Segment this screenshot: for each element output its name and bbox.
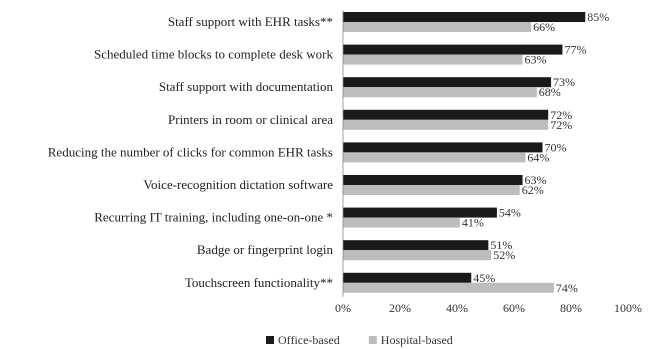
bar-office-based-scheduled-time-blocks-to-complete-desk-work xyxy=(343,44,563,55)
category-label-badge-or-fingerprint-login: Badge or fingerprint login xyxy=(197,242,334,257)
data-label-hospital-based-touchscreen-functionality: 74% xyxy=(556,281,578,295)
labels-layer: Staff support with EHR tasks** 85% 66% Sche… xyxy=(48,10,609,295)
data-label-office-based-staff-support-with-ehr-tasks: 85% xyxy=(587,10,609,24)
bar-hospital-based-voice-recognition-dictation-software xyxy=(343,185,520,195)
data-label-hospital-based-voice-recognition-dictation-software: 62% xyxy=(522,183,544,197)
bar-hospital-based-reducing-the-number-of-clicks-for-common-ehr-tasks xyxy=(343,152,526,163)
bar-office-based-touchscreen-functionality xyxy=(343,272,472,283)
legend-swatch-hospital-based xyxy=(368,336,377,344)
bar-office-based-voice-recognition-dictation-software xyxy=(343,175,523,185)
data-label-office-based-touchscreen-functionality: 45% xyxy=(473,271,495,285)
bar-hospital-based-recurring-it-training-including-one-on-one xyxy=(343,217,460,228)
data-label-office-based-staff-support-with-documentation: 73% xyxy=(553,75,575,89)
data-label-hospital-based-printers-in-room-or-clinical-area: 72% xyxy=(550,118,572,132)
category-label-staff-support-with-ehr-tasks: Staff support with EHR tasks** xyxy=(168,14,333,29)
legend: Office-based Hospital-based xyxy=(266,333,453,347)
bar-hospital-based-staff-support-with-documentation xyxy=(343,87,537,98)
data-label-office-based-recurring-it-training-including-one-on-one: 54% xyxy=(499,206,521,220)
bar-office-based-recurring-it-training-including-one-on-one xyxy=(343,207,497,218)
x-tick-label-20: 20% xyxy=(389,301,411,315)
bar-office-based-reducing-the-number-of-clicks-for-common-ehr-tasks xyxy=(343,142,543,153)
data-label-hospital-based-staff-support-with-documentation: 68% xyxy=(539,85,561,99)
bar-hospital-based-touchscreen-functionality xyxy=(343,282,554,293)
data-label-hospital-based-reducing-the-number-of-clicks-for-common-ehr-tasks: 64% xyxy=(527,150,549,164)
x-tick-label-40: 40% xyxy=(446,301,468,315)
data-label-hospital-based-scheduled-time-blocks-to-complete-desk-work: 63% xyxy=(525,53,547,67)
bar-hospital-based-printers-in-room-or-clinical-area xyxy=(343,119,549,130)
category-label-recurring-it-training-including-one-on-one: Recurring IT training, including one-on-… xyxy=(94,210,333,225)
data-label-hospital-based-badge-or-fingerprint-login: 52% xyxy=(493,248,515,262)
category-label-reducing-the-number-of-clicks-for-common-ehr-tasks: Reducing the number of clicks for common… xyxy=(48,144,333,159)
x-tick-label-80: 80% xyxy=(560,301,582,315)
category-label-staff-support-with-documentation: Staff support with documentation xyxy=(159,79,334,94)
data-label-office-based-voice-recognition-dictation-software: 63% xyxy=(525,173,547,187)
category-label-voice-recognition-dictation-software: Voice-recognition dictation software xyxy=(143,177,333,192)
bar-office-based-printers-in-room-or-clinical-area xyxy=(343,109,549,120)
data-label-hospital-based-staff-support-with-ehr-tasks: 66% xyxy=(533,20,555,34)
data-label-office-based-scheduled-time-blocks-to-complete-desk-work: 77% xyxy=(564,43,586,57)
x-tick-label-0: 0% xyxy=(335,301,351,315)
legend-label-office-based: Office-based xyxy=(278,333,340,347)
x-tick-label-60: 60% xyxy=(503,301,525,315)
legend-label-hospital-based: Hospital-based xyxy=(381,333,453,347)
category-label-touchscreen-functionality: Touchscreen functionality** xyxy=(185,275,333,290)
bar-office-based-staff-support-with-ehr-tasks xyxy=(343,12,586,22)
x-tick-label-100: 100% xyxy=(614,301,642,315)
bar-office-based-staff-support-with-documentation xyxy=(343,77,552,88)
data-label-office-based-badge-or-fingerprint-login: 51% xyxy=(490,238,512,252)
data-label-office-based-printers-in-room-or-clinical-area: 72% xyxy=(550,108,572,122)
data-label-hospital-based-recurring-it-training-including-one-on-one: 41% xyxy=(462,216,484,230)
bar-hospital-based-badge-or-fingerprint-login xyxy=(343,250,492,261)
x-axis: 0% 20% 40% 60% 80% 100% xyxy=(335,10,642,315)
bar-hospital-based-scheduled-time-blocks-to-complete-desk-work xyxy=(343,54,523,65)
bar-hospital-based-staff-support-with-ehr-tasks xyxy=(343,22,532,32)
legend-swatch-office-based xyxy=(266,336,274,344)
category-label-scheduled-time-blocks-to-complete-desk-work: Scheduled time blocks to complete desk w… xyxy=(94,47,334,62)
category-label-printers-in-room-or-clinical-area: Printers in room or clinical area xyxy=(168,112,333,127)
bar-office-based-badge-or-fingerprint-login xyxy=(343,240,489,251)
bars-layer xyxy=(343,12,586,293)
data-label-office-based-reducing-the-number-of-clicks-for-common-ehr-tasks: 70% xyxy=(545,140,567,154)
